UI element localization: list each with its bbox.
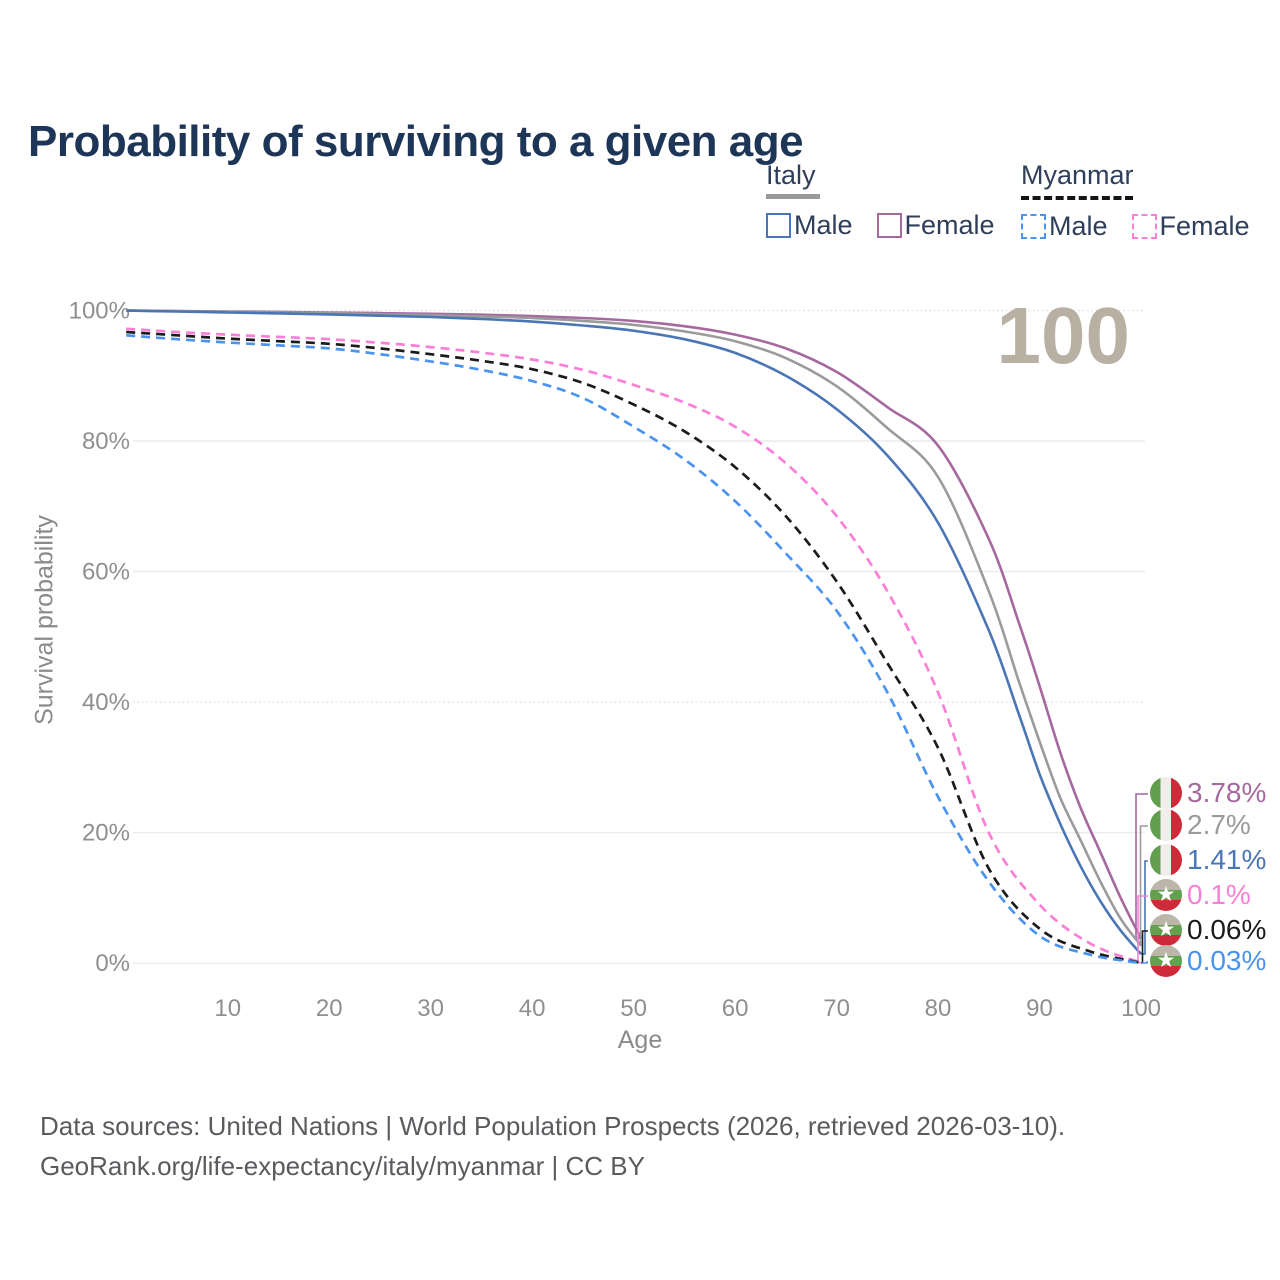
legend-group-myanmar: Myanmar Male Female (1021, 160, 1250, 242)
end-value-myanmar-male: 0.03% (1187, 945, 1267, 976)
myanmar-flag-icon: ★ (1150, 914, 1182, 946)
end-value-italy-male: 1.41% (1187, 844, 1267, 875)
star-icon: ★ (1156, 882, 1176, 906)
end-label-myanmar-female: ★ 0.1% (1150, 879, 1251, 911)
legend-row-myanmar: Male Female (1021, 211, 1250, 242)
age-100-watermark: 100 (996, 291, 1130, 380)
legend-country-italy: Italy (766, 160, 816, 190)
x-tick-80: 80 (925, 995, 952, 1022)
y-axis-title: Survival probability (30, 515, 59, 725)
x-tick-70: 70 (823, 995, 850, 1022)
end-label-myanmar-male: ★ 0.03% (1150, 945, 1266, 977)
star-icon: ★ (1156, 917, 1176, 941)
legend-swatch-myanmar-male (1021, 214, 1046, 239)
x-tick-10: 10 (214, 995, 241, 1022)
x-tick-20: 20 (316, 995, 343, 1022)
legend-swatch-italy-male (766, 213, 791, 238)
end-label-italy-female: 3.78% (1150, 777, 1266, 809)
legend-row-italy: Male Female (766, 210, 995, 241)
x-axis-title: Age (617, 1026, 663, 1054)
legend-label-italy-male: Male (794, 210, 853, 240)
end-value-italy-female: 3.78% (1187, 777, 1267, 808)
star-icon: ★ (1156, 948, 1176, 972)
legend-swatch-italy-female (876, 213, 902, 238)
curve-italy-male (126, 309, 1142, 955)
legend-label-myanmar-female: Female (1159, 211, 1250, 241)
end-value-myanmar-both: 0.06% (1187, 914, 1267, 945)
x-tick-60: 60 (722, 995, 749, 1022)
legend-label-myanmar-male: Male (1049, 211, 1108, 241)
legend-group-italy: Italy Male Female (766, 160, 995, 241)
legend-swatch-myanmar-female (1131, 214, 1157, 239)
italy-flag-icon (1150, 777, 1182, 809)
x-tick-100: 100 (1121, 995, 1161, 1022)
y-tick-20: 20% (82, 820, 130, 847)
y-tick-100: 100% (69, 298, 130, 325)
end-label-myanmar-both: ★ 0.06% (1150, 914, 1266, 946)
y-tick-0: 0% (95, 950, 130, 977)
legend-underline-myanmar (1021, 196, 1133, 200)
y-tick-60: 60% (82, 559, 130, 586)
end-value-myanmar-female: 0.1% (1187, 879, 1251, 910)
end-label-italy-male: 1.41% (1150, 844, 1266, 876)
x-tick-50: 50 (620, 995, 647, 1022)
italy-flag-icon (1150, 844, 1182, 876)
connector-myanmar-female (1137, 895, 1148, 964)
x-tick-30: 30 (417, 995, 444, 1022)
curve-myanmar-both (126, 330, 1142, 965)
footer-sources-line: Data sources: United Nations | World Pop… (40, 1111, 1066, 1141)
italy-flag-icon (1150, 809, 1182, 841)
y-tick-80: 80% (82, 428, 130, 455)
curve-myanmar-female (126, 327, 1142, 964)
legend-country-myanmar: Myanmar (1021, 160, 1134, 190)
end-value-italy-both: 2.7% (1187, 809, 1251, 840)
myanmar-flag-icon: ★ (1150, 945, 1182, 977)
connector-italy-both (1139, 825, 1148, 947)
x-tick-40: 40 (519, 995, 546, 1022)
legend-label-italy-female: Female (904, 210, 995, 240)
x-tick-90: 90 (1026, 995, 1053, 1022)
myanmar-flag-icon: ★ (1150, 879, 1182, 911)
footer: Data sources: United Nations | World Pop… (40, 1106, 1065, 1186)
end-label-italy-both: 2.7% (1150, 809, 1251, 841)
y-tick-40: 40% (82, 689, 130, 716)
footer-attribution-line: GeoRank.org/life-expectancy/italy/myanma… (40, 1151, 645, 1181)
curve-italy-both (126, 309, 1143, 947)
page-title: Probability of surviving to a given age (28, 117, 804, 167)
connector-myanmar-male (1141, 961, 1148, 964)
legend-underline-italy (766, 194, 820, 199)
